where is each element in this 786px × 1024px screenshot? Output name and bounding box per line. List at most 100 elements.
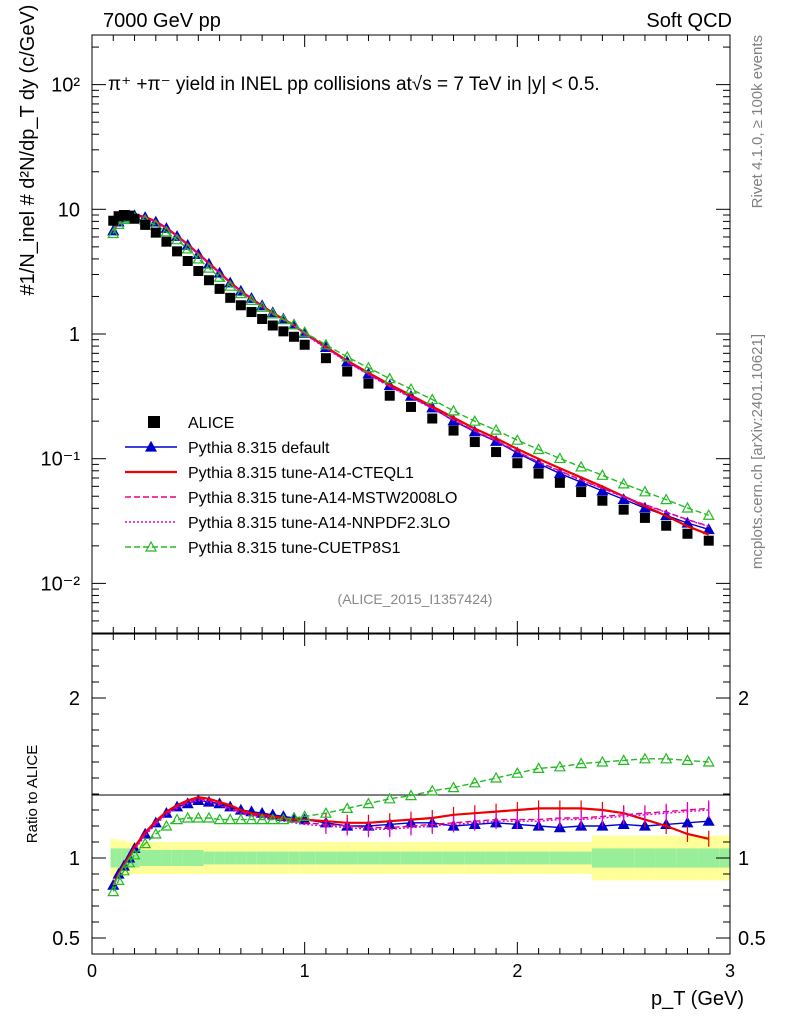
ratio-y-axis-title: Ratio to ALICE — [24, 745, 41, 843]
data-point — [703, 535, 714, 546]
ratio-series-marker — [107, 885, 120, 897]
main-series-marker — [383, 372, 396, 384]
main-series-marker — [617, 477, 630, 489]
ratio-band-stat — [400, 851, 422, 865]
ratio-series-marker — [426, 784, 439, 796]
main-y-axis-title: #1/N_inel # d²N/dp_T dy (c/GeV) — [17, 5, 39, 296]
ratio-series-marker — [362, 797, 375, 809]
data-point — [225, 292, 236, 303]
ratio-y-tick-label-right: 1 — [738, 848, 749, 870]
main-y-tick-label: 10 — [58, 199, 80, 221]
ratio-series-marker — [596, 755, 609, 767]
main-series-marker — [596, 469, 609, 480]
ratio-series-marker — [171, 813, 184, 825]
ratio-band-stat — [570, 851, 592, 865]
rivet-side-label: Rivet 4.1.0, ≥ 100k events — [749, 35, 766, 208]
legend-entry-label: ALICE — [188, 415, 234, 432]
ratio-series-marker — [288, 811, 301, 823]
legend-entry-label: Pythia 8.315 tune-CUETP8S1 — [188, 540, 401, 557]
ratio-series-marker — [511, 766, 524, 778]
ratio-band-stat — [267, 851, 279, 865]
main-series-marker — [617, 493, 630, 504]
ratio-series-marker — [277, 813, 290, 825]
mcplots-side-label: mcplots.cern.ch [arXiv:2401.10621] — [749, 334, 766, 569]
header-right-label: Soft QCD — [646, 10, 732, 32]
main-series-marker — [319, 338, 332, 350]
ratio-series-line — [112, 796, 709, 886]
data-point — [246, 307, 257, 318]
main-series-line — [112, 214, 709, 528]
main-series-marker — [447, 404, 460, 416]
ratio-series-marker — [245, 813, 258, 825]
data-point — [661, 520, 672, 531]
ratio-band-stat — [246, 851, 257, 865]
main-series-marker — [245, 294, 258, 305]
main-series-marker — [202, 261, 215, 273]
main-y-tick-label: 10² — [51, 75, 80, 97]
main-series-marker — [277, 313, 290, 325]
ratio-series-marker — [660, 752, 673, 764]
ratio-series-marker — [681, 754, 694, 766]
data-point — [491, 447, 502, 458]
ratio-band-stat — [256, 851, 268, 865]
ratio-band-stat — [299, 851, 316, 865]
ratio-band-stat — [655, 848, 677, 868]
ratio-series-marker — [553, 760, 566, 772]
main-series-marker — [468, 414, 481, 426]
main-series-marker — [511, 433, 524, 445]
ratio-band-stat — [288, 851, 300, 865]
ratio-band-stat — [193, 850, 204, 866]
main-series-marker — [362, 361, 375, 373]
data-point — [512, 458, 523, 469]
ratio-band-stat — [676, 848, 699, 868]
main-series-marker — [490, 423, 503, 435]
data-point — [618, 504, 629, 515]
main-y-tick-label: 10⁻² — [41, 573, 81, 595]
data-point — [108, 215, 119, 226]
ratio-band-stat — [235, 851, 247, 865]
data-point — [576, 487, 587, 498]
legend: ALICE Pythia 8.315 default Pythia 8.315 tu… — [125, 415, 457, 557]
ratio-series-marker — [702, 755, 715, 767]
ratio-band-stat — [203, 851, 215, 865]
data-point — [161, 236, 172, 247]
ratio-series-marker — [575, 757, 588, 769]
main-series-marker — [532, 443, 545, 455]
ratio-y-tick-label: 1 — [69, 848, 80, 870]
ratio-band-stat — [549, 851, 571, 865]
legend-entry-label: Pythia 8.315 default — [188, 440, 330, 457]
ratio-band-stat — [121, 848, 127, 868]
ratio-band-stat — [182, 850, 194, 866]
ratio-series-marker — [702, 814, 715, 826]
legend-swatch-marker — [144, 440, 158, 452]
data-point — [363, 378, 374, 389]
ratio-series-marker — [139, 837, 152, 849]
ratio-series-marker — [224, 813, 237, 825]
data-point — [203, 275, 214, 286]
legend-swatch-data — [148, 416, 160, 428]
analysis-id-label: (ALICE_2015_I1357424) — [338, 591, 493, 607]
ratio-series-marker — [192, 811, 205, 823]
ratio-series-line — [112, 799, 709, 886]
header-left-label: 7000 GeV pp — [103, 10, 221, 32]
data-point — [140, 219, 151, 230]
data-point — [682, 528, 693, 539]
data-point — [469, 437, 480, 448]
ratio-band-stat — [278, 851, 289, 865]
ratio-band-stat — [379, 851, 401, 865]
data-point — [235, 300, 246, 311]
ratio-band-stat — [527, 851, 550, 865]
ratio-panel: 0.5 0.5 1 1 2 2 Ratio to ALICE — [24, 633, 766, 955]
data-point — [533, 468, 544, 479]
ratio-band-stat — [442, 851, 465, 865]
ratio-y-tick-label-right: 0.5 — [738, 928, 766, 950]
ratio-band-stat — [315, 851, 337, 865]
data-point — [257, 313, 268, 324]
data-point — [150, 227, 161, 238]
x-axis-title: p_T (GeV) — [651, 988, 744, 1010]
main-series — [107, 209, 715, 536]
ratio-series-marker — [638, 752, 651, 764]
data-point — [193, 266, 204, 277]
main-series-marker — [404, 382, 418, 394]
x-tick-label: 2 — [512, 961, 522, 981]
